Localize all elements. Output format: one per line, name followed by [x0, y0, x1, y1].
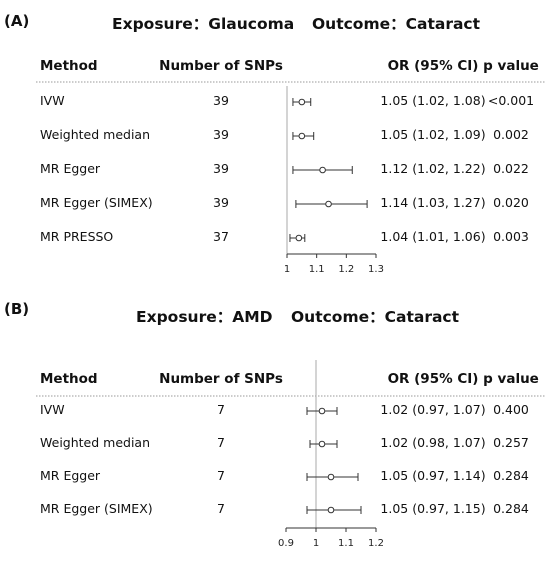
row-method: MR Egger — [40, 468, 101, 483]
x-tick-label: 1 — [313, 538, 319, 549]
header-p: p value — [483, 371, 539, 387]
panel-label: (B) — [4, 300, 30, 318]
row-or-text: 1.05 (0.97, 1.15) — [380, 501, 486, 516]
row-p-value: 0.257 — [493, 435, 529, 450]
row-snps: 39 — [213, 161, 229, 176]
x-tick-label: 0.9 — [278, 538, 294, 549]
point-estimate — [318, 407, 326, 415]
panel-label: (A) — [4, 12, 30, 30]
point-estimate — [325, 200, 332, 208]
row-p-value: 0.002 — [493, 127, 529, 142]
row-or-text: 1.05 (1.02, 1.09) — [380, 127, 486, 142]
row-snps: 39 — [213, 195, 229, 210]
exposure-title: Exposure：Glaucoma — [112, 15, 295, 33]
row-p-value: 0.020 — [493, 195, 529, 210]
row-snps: 39 — [213, 127, 229, 142]
row-p-value: 0.400 — [493, 402, 529, 417]
row-snps: 7 — [217, 402, 225, 417]
x-tick-label: 1.1 — [309, 264, 325, 275]
point-estimate — [319, 166, 326, 174]
row-p-value: 0.284 — [493, 501, 529, 516]
point-estimate — [327, 506, 335, 514]
header-p: p value — [483, 58, 539, 74]
point-estimate — [327, 473, 335, 481]
point-estimate — [298, 132, 306, 140]
row-p-value: <0.001 — [487, 93, 535, 108]
exposure-title: Exposure：AMD — [136, 308, 273, 326]
row-method: MR Egger — [40, 161, 101, 176]
row-or-text: 1.14 (1.03, 1.27) — [380, 195, 486, 210]
header-or: OR (95% CI) — [387, 371, 479, 387]
point-estimate — [295, 234, 303, 242]
header-snps: Number of SNPs — [159, 371, 283, 387]
x-tick-label: 1.1 — [338, 538, 354, 549]
row-or-text: 1.02 (0.97, 1.07) — [380, 402, 486, 417]
x-tick-label: 1.2 — [368, 538, 384, 549]
row-method: IVW — [40, 402, 65, 417]
row-or-text: 1.05 (0.97, 1.14) — [380, 468, 486, 483]
header-method: Method — [40, 371, 98, 387]
row-method: MR Egger (SIMEX) — [40, 501, 153, 516]
row-p-value: 0.003 — [493, 229, 529, 244]
row-method: Weighted median — [40, 127, 151, 142]
row-or-text: 1.12 (1.02, 1.22) — [380, 161, 486, 176]
row-or-text: 1.02 (0.98, 1.07) — [380, 435, 486, 450]
x-tick-label: 1 — [284, 264, 290, 275]
x-tick-label: 1.3 — [368, 264, 384, 275]
row-p-value: 0.284 — [493, 468, 529, 483]
row-method: IVW — [40, 93, 65, 108]
row-method: MR PRESSO — [40, 229, 114, 244]
outcome-title: Outcome：Cataract — [312, 15, 481, 33]
row-or-text: 1.05 (1.02, 1.08) — [380, 93, 486, 108]
row-snps: 7 — [217, 435, 225, 450]
x-tick-label: 1.2 — [338, 264, 354, 275]
row-snps: 7 — [217, 501, 225, 516]
row-snps: 39 — [213, 93, 229, 108]
outcome-title: Outcome：Cataract — [291, 308, 460, 326]
header-or: OR (95% CI) — [387, 58, 479, 74]
row-snps: 37 — [213, 229, 229, 244]
row-snps: 7 — [217, 468, 225, 483]
header-method: Method — [40, 58, 98, 74]
point-estimate — [298, 98, 306, 106]
row-method: Weighted median — [40, 435, 151, 450]
row-method: MR Egger (SIMEX) — [40, 195, 153, 210]
row-p-value: 0.022 — [493, 161, 529, 176]
row-or-text: 1.04 (1.01, 1.06) — [380, 229, 486, 244]
point-estimate — [318, 440, 326, 448]
header-snps: Number of SNPs — [159, 58, 283, 74]
